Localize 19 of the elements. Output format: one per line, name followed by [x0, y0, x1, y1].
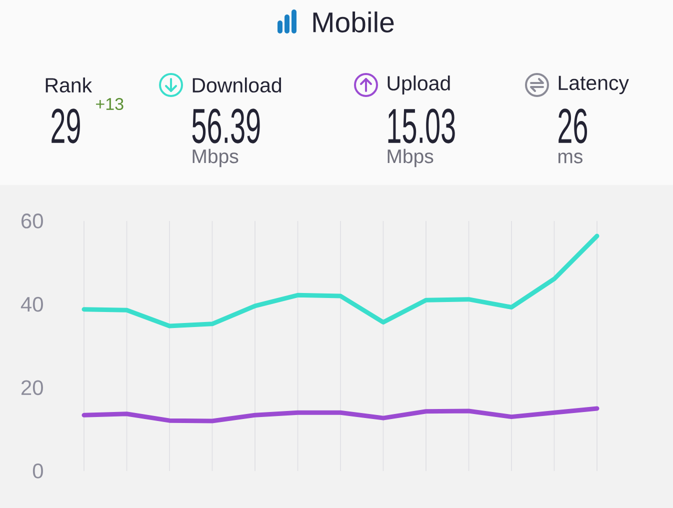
text: 56.39 — [192, 108, 260, 144]
text: 29 — [52, 108, 80, 144]
text: +13 — [96, 98, 124, 110]
y-tick-label: 20 — [22, 380, 43, 396]
text: 15.03 — [388, 108, 455, 144]
line-series — [82, 406, 600, 424]
text: Mbps — [192, 148, 238, 168]
line-series — [82, 234, 600, 328]
y-tick-label: 0 — [32, 464, 43, 478]
text: Mbps — [388, 148, 434, 168]
text: 26 — [558, 108, 588, 144]
chart-title: Mobile — [313, 12, 394, 32]
y-tick-label: 40 — [20, 296, 43, 312]
text: Rank — [46, 77, 92, 93]
text: Latency — [558, 76, 629, 94]
text: Download — [192, 77, 282, 93]
y-tick-label: 60 — [22, 214, 43, 228]
text: Upload — [388, 75, 450, 95]
text: ms — [558, 152, 582, 164]
